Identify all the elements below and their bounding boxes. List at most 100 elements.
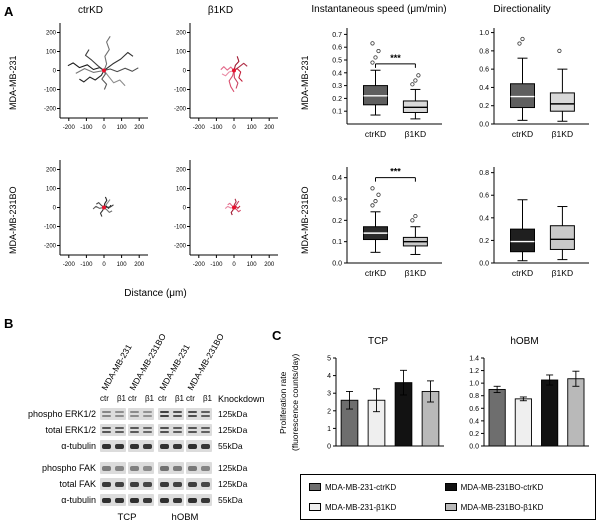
- svg-text:0.2: 0.2: [332, 96, 342, 103]
- blot-row-label-tubulin-1: α-tubulin: [61, 441, 96, 451]
- condition-label-tcp: TCP: [117, 512, 137, 523]
- svg-text:0.6: 0.6: [479, 67, 489, 74]
- svg-text:-200: -200: [44, 244, 57, 250]
- svg-text:β1KD: β1KD: [405, 268, 426, 278]
- blot-sample-header-4: MDA-MB-231BO: [185, 331, 226, 392]
- legend-item-mdamb231-ctrkd: MDA-MB-231-ctrKD: [309, 483, 445, 492]
- blot-row-label-phospho-erk: phospho ERK1/2: [27, 409, 96, 419]
- boxplot-speed-mdamb231bo: 0.0 0.1 0.2 0.3 0.4 ctrKD β1KD ***: [332, 167, 442, 278]
- bar-chart-tcp: 0 1 2 3 4 5: [327, 356, 444, 451]
- knockdown-label: Knockdown: [218, 394, 265, 404]
- blot-bands-tubulin-2: [100, 494, 214, 506]
- svg-text:0.4: 0.4: [479, 85, 489, 92]
- panel-a-label: A: [4, 4, 14, 19]
- svg-text:200: 200: [46, 31, 57, 37]
- legend-label: MDA-MB-231BO-β1KD: [460, 502, 544, 512]
- svg-text:200: 200: [134, 125, 145, 131]
- svg-text:-100: -100: [44, 225, 57, 231]
- svg-text:0.4: 0.4: [469, 418, 479, 425]
- svg-text:-100: -100: [210, 125, 223, 131]
- blot-row-label-phospho-fak: phospho FAK: [41, 463, 96, 473]
- svg-text:0.1: 0.1: [332, 239, 342, 246]
- svg-text:1.0: 1.0: [479, 30, 489, 37]
- lane-labels-group-3: ctr β1: [158, 394, 184, 403]
- lane-label-ctr: ctr: [186, 394, 195, 403]
- svg-text:0.1: 0.1: [332, 109, 342, 116]
- legend: MDA-MB-231-ctrKD MDA-MB-231-β1KD MDA-MB-…: [300, 474, 596, 520]
- legend-swatch: [309, 483, 321, 491]
- svg-text:ctrKD: ctrKD: [365, 129, 386, 139]
- svg-text:5: 5: [327, 356, 331, 363]
- legend-label: MDA-MB-231BO-ctrKD: [460, 482, 544, 492]
- lane-labels-group-2: ctr β1: [128, 394, 154, 403]
- svg-text:100: 100: [46, 187, 57, 193]
- lane-label-b1: β1: [202, 394, 212, 403]
- blot-bands-tubulin-1: [100, 440, 214, 452]
- boxplot-row-label-mdamb231: MDA-MB-231: [300, 55, 310, 111]
- svg-text:0: 0: [232, 125, 236, 131]
- svg-text:0: 0: [232, 262, 236, 268]
- svg-text:0: 0: [53, 69, 57, 75]
- svg-text:1.2: 1.2: [469, 368, 479, 375]
- svg-text:0: 0: [183, 206, 187, 212]
- legend-item-mdamb231bo-ctrkd: MDA-MB-231BO-ctrKD: [444, 482, 587, 492]
- trajectory-plot-mdamb231-b1kd: -200 -100 0 100 200 -200 -100 0 100 200: [174, 23, 278, 131]
- svg-text:0.0: 0.0: [479, 122, 489, 129]
- svg-text:4: 4: [327, 373, 331, 380]
- blot-bands-phospho-erk: [100, 408, 214, 420]
- svg-text:-200: -200: [193, 125, 206, 131]
- svg-text:-100: -100: [174, 225, 187, 231]
- svg-text:0.3: 0.3: [332, 83, 342, 90]
- svg-text:2: 2: [327, 408, 331, 415]
- lane-label-ctr: ctr: [158, 394, 167, 403]
- svg-text:ctrKD: ctrKD: [365, 268, 386, 278]
- legend-label: MDA-MB-231-ctrKD: [325, 482, 397, 492]
- svg-text:β1KD: β1KD: [405, 129, 426, 139]
- lane-label-ctr: ctr: [128, 394, 137, 403]
- lane-labels-group-1: ctr β1: [100, 394, 126, 403]
- svg-text:100: 100: [247, 262, 258, 268]
- svg-text:1.4: 1.4: [469, 356, 479, 363]
- svg-text:β1KD: β1KD: [552, 129, 573, 139]
- svg-text:100: 100: [176, 187, 187, 193]
- trajectory-col-header-ctrkd: ctrKD: [78, 5, 103, 16]
- blot-size-total-fak: 125kDa: [218, 479, 248, 489]
- blot-row-label-total-erk: total ERK1/2: [45, 425, 96, 435]
- boxplot-title-speed: Instantaneous speed (μm/min): [311, 4, 447, 15]
- svg-text:-100: -100: [44, 88, 57, 94]
- lane-label-b1: β1: [144, 394, 154, 403]
- legend-swatch: [444, 483, 457, 491]
- blot-bands-phospho-fak: [100, 462, 214, 474]
- svg-text:-100: -100: [174, 88, 187, 94]
- svg-text:0.8: 0.8: [469, 393, 479, 400]
- panel-c-label: C: [272, 328, 282, 343]
- svg-text:0.2: 0.2: [479, 103, 489, 110]
- trajectory-row-label-mdamb231bo: MDA-MB-231BO: [8, 186, 18, 254]
- legend-swatch: [444, 503, 457, 511]
- svg-text:100: 100: [117, 262, 128, 268]
- svg-text:0.0: 0.0: [332, 261, 342, 268]
- blot-bands-total-erk: [100, 424, 214, 436]
- svg-text:200: 200: [176, 31, 187, 37]
- svg-text:-100: -100: [80, 262, 93, 268]
- svg-text:***: ***: [390, 167, 401, 177]
- svg-text:200: 200: [46, 168, 57, 174]
- boxplot-row-label-mdamb231bo: MDA-MB-231BO: [300, 186, 310, 254]
- proliferation-ylabel-line2: (fluorescence counts/day): [290, 353, 300, 452]
- svg-text:100: 100: [46, 50, 57, 56]
- svg-text:-200: -200: [63, 125, 76, 131]
- svg-text:0.5: 0.5: [332, 58, 342, 65]
- svg-text:0.6: 0.6: [332, 45, 342, 52]
- condition-label-hobm: hOBM: [171, 512, 199, 523]
- svg-text:100: 100: [117, 125, 128, 131]
- svg-text:0: 0: [183, 69, 187, 75]
- svg-text:0.4: 0.4: [332, 175, 342, 182]
- bar-chart-hobm: 0.0 0.2 0.4 0.6 0.8 1.0 1.2 1.4: [469, 356, 589, 451]
- svg-text:3: 3: [327, 391, 331, 398]
- svg-text:***: ***: [390, 53, 401, 63]
- svg-text:100: 100: [176, 50, 187, 56]
- bar-chart-title-tcp: TCP: [368, 336, 388, 347]
- lane-label-b1: β1: [174, 394, 184, 403]
- svg-text:0.4: 0.4: [479, 215, 489, 222]
